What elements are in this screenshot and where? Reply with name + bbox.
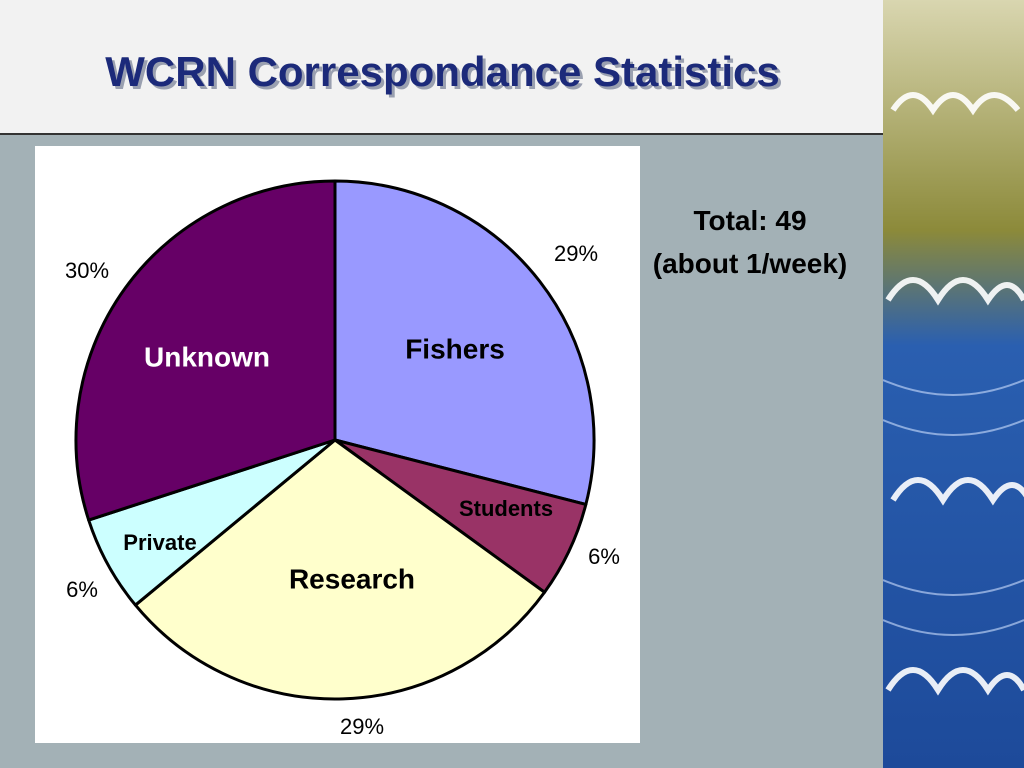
chart-title: WCRN Correspondance Statistics <box>105 48 780 95</box>
pie-slice <box>133 438 547 701</box>
slice-label: Unknown <box>144 341 270 372</box>
pie-slice <box>74 179 337 522</box>
data-label: 29% <box>340 714 384 739</box>
data-label: 6% <box>588 544 620 569</box>
slice-label: Fishers <box>405 333 505 364</box>
wave-decoration <box>883 0 1024 768</box>
title-box: WCRN Correspondance Statistics <box>0 0 887 135</box>
pie-slice <box>333 179 596 506</box>
slice-label: Students <box>459 496 553 521</box>
data-label: 29% <box>554 241 598 266</box>
data-label: 6% <box>66 577 98 602</box>
data-label: 30% <box>65 258 109 283</box>
annotation: Total: 49 <box>693 205 807 236</box>
slice-label: Research <box>289 563 415 594</box>
slice-label: Private <box>123 530 196 555</box>
annotation: (about 1/week) <box>652 248 848 279</box>
